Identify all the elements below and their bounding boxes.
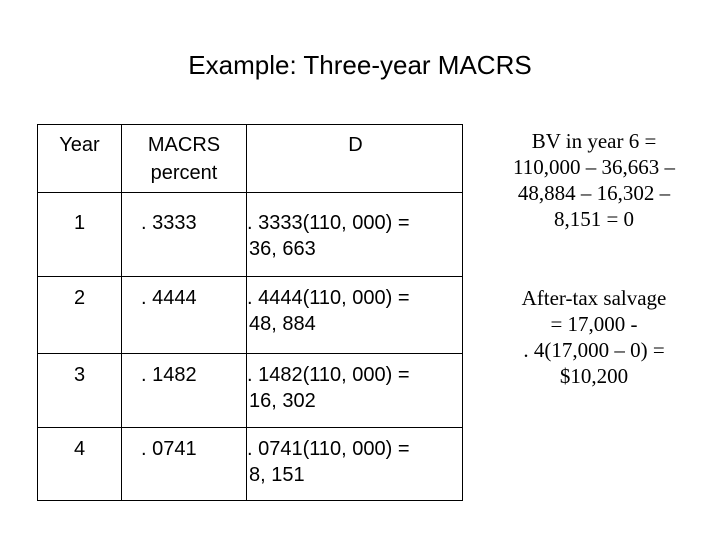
row-2-d-line2: 48, 884 [249,313,316,335]
salvage-line: After-tax salvage [521,286,667,310]
row-2-percent: . 4444 [141,287,197,309]
salvage-line: = 17,000 - [550,312,638,336]
row-1-year: 1 [73,212,86,234]
row-divider [38,353,462,354]
row-3-d-line2: 16, 302 [249,390,316,412]
column-divider [246,125,247,500]
row-divider [38,192,462,193]
row-1-percent: . 3333 [141,212,197,234]
column-divider [121,125,122,500]
row-divider [38,427,462,428]
book-value-line: 110,000 – 36,663 – [513,155,675,179]
salvage-line: $10,200 [559,364,629,388]
header-d: D [348,134,363,156]
row-2-year: 2 [73,287,86,309]
row-4-d-line2: 8, 151 [249,464,305,486]
row-2-d-line1: . 4444(110, 000) = [247,287,410,309]
book-value-line: BV in year 6 = [531,129,657,153]
row-3-d-line1: . 1482(110, 000) = [247,364,410,386]
row-divider [38,276,462,277]
after-tax-salvage-note: After-tax salvage = 17,000 - . 4(17,000 … [478,285,710,389]
row-3-year: 3 [73,364,86,386]
salvage-line: . 4(17,000 – 0) = [523,338,665,362]
book-value-note: BV in year 6 = 110,000 – 36,663 – 48,884… [478,128,710,232]
row-4-percent: . 0741 [141,438,197,460]
header-year: Year [59,134,100,156]
row-1-d-line2: 36, 663 [249,238,316,260]
macrs-table: Year MACRS percent D 1 . 3333 . 3333(110… [37,124,463,501]
row-4-d-line1: . 0741(110, 000) = [247,438,410,460]
row-3-percent: . 1482 [141,364,197,386]
header-macrs-percent: MACRS percent [147,134,221,184]
book-value-line: 8,151 = 0 [553,207,635,231]
page-title: Example: Three-year MACRS [188,50,532,80]
book-value-line: 48,884 – 16,302 – [517,181,671,205]
row-4-year: 4 [73,438,86,460]
row-1-d-line1: . 3333(110, 000) = [247,212,410,234]
